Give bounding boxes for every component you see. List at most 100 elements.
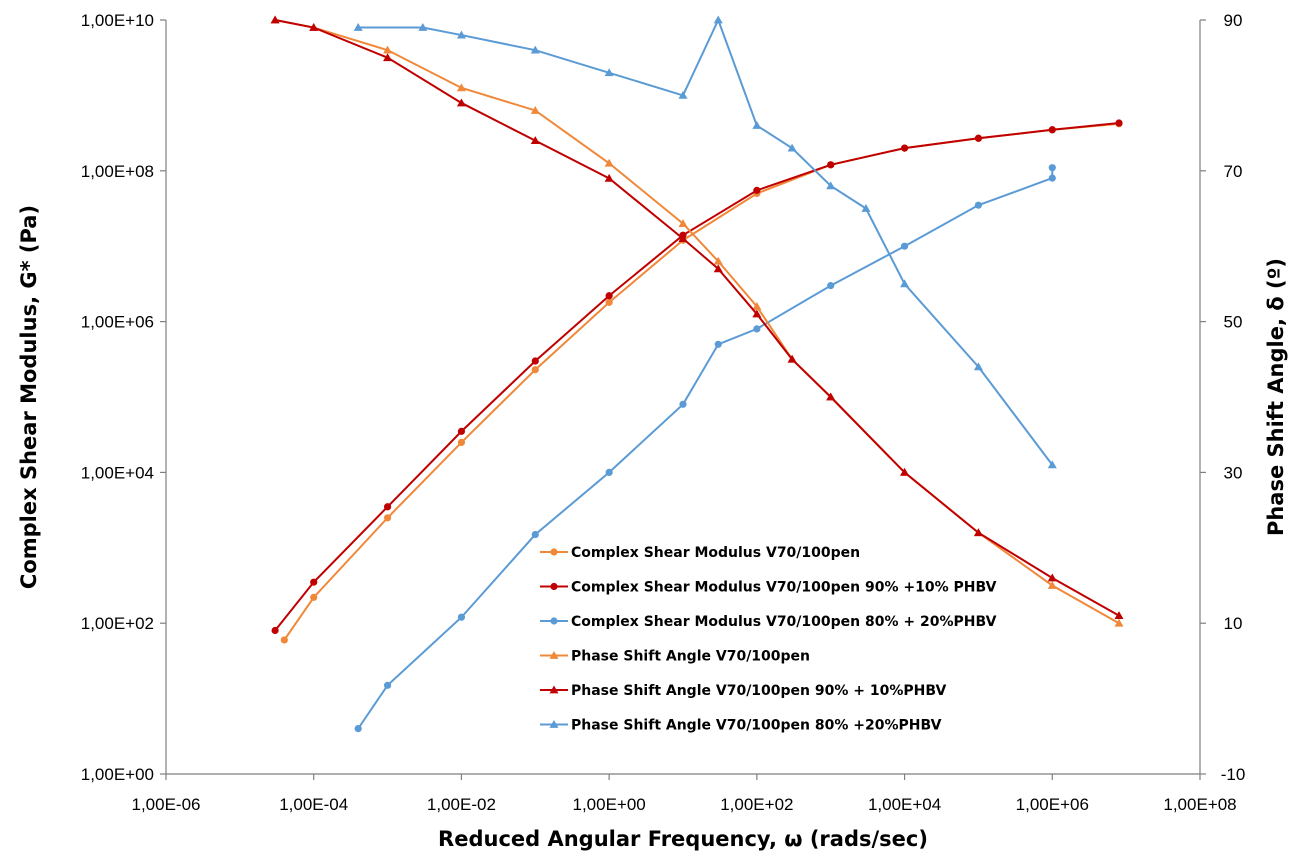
y2-tick-label: -10 — [1221, 765, 1246, 784]
data-point — [1114, 618, 1124, 627]
legend-swatch-marker — [550, 582, 558, 591]
legend-item: Phase Shift Angle V70/100pen — [540, 649, 810, 665]
data-point — [271, 626, 279, 635]
y-tick-label: 1,00E+06 — [81, 313, 154, 332]
data-point — [353, 23, 363, 31]
data-point — [787, 354, 797, 363]
y2-tick-label: 50 — [1224, 313, 1243, 332]
data-point — [456, 98, 466, 107]
legend-label: Phase Shift Angle V70/100pen 80% +20%PHB… — [571, 718, 942, 734]
data-point — [530, 105, 540, 114]
data-point — [1115, 119, 1123, 127]
series-line — [274, 19, 1120, 625]
data-point — [383, 503, 392, 511]
data-point — [713, 264, 723, 273]
data-point — [530, 136, 540, 145]
x-tick-label: 1,00E+06 — [1016, 795, 1089, 814]
y2-tick-label: 90 — [1224, 11, 1243, 30]
series-line — [274, 19, 1120, 617]
y-axis-title: Complex Shear Modulus, G* (Pa) — [17, 205, 41, 589]
axis-ticks: 1,00E-06 1,00E-04 1,00E-02 1,00E+00 1,00E+02… — [81, 11, 1246, 814]
legend-swatch-marker — [549, 685, 559, 694]
data-point — [826, 392, 836, 401]
data-point — [787, 143, 797, 152]
data-point — [973, 362, 983, 371]
legend-label: Complex Shear Modulus V70/100pen — [571, 545, 860, 561]
series-3 — [354, 164, 1056, 733]
y2-axis-title: Phase Shift Angle, δ (º) — [1264, 258, 1288, 536]
legend-item: Complex Shear Modulus V70/100pen 90% +10… — [540, 580, 997, 596]
series-line — [283, 122, 1120, 641]
data-point — [457, 427, 466, 435]
y-tick-label: 1,00E+10 — [81, 11, 154, 30]
data-point — [900, 144, 909, 152]
x-tick-label: 1,00E+08 — [1163, 795, 1236, 814]
data-point — [605, 468, 613, 476]
data-point — [383, 53, 393, 62]
data-point — [752, 302, 762, 310]
series-6 — [353, 15, 1057, 469]
data-point — [713, 15, 723, 24]
data-point — [679, 400, 687, 408]
x-tick-label: 1,00E-04 — [279, 795, 348, 814]
series-line — [358, 17, 1054, 466]
y2-tick-label: 10 — [1224, 614, 1243, 633]
series-4 — [270, 15, 1124, 627]
legend-item: Complex Shear Modulus V70/100pen 80% + 2… — [540, 614, 997, 630]
y2-tick-label: 30 — [1224, 463, 1243, 482]
data-point — [1048, 126, 1056, 134]
data-point — [383, 514, 392, 522]
x-axis-title: Reduced Angular Frequency, ω (rads/sec) — [438, 827, 928, 851]
data-point — [713, 256, 723, 265]
x-tick-label: 1,00E-06 — [132, 795, 201, 814]
data-point — [900, 242, 909, 250]
data-point — [1047, 581, 1057, 589]
legend-swatch-marker — [549, 651, 559, 659]
data-point — [280, 636, 288, 644]
plot-area — [165, 20, 1201, 775]
y2-tick-label: 70 — [1224, 162, 1243, 181]
data-point — [604, 158, 614, 167]
data-point — [457, 613, 466, 621]
data-point — [310, 593, 318, 601]
series-5 — [270, 15, 1124, 620]
data-point — [383, 45, 393, 54]
data-point — [456, 30, 466, 39]
legend: Complex Shear Modulus V70/100pen Complex … — [540, 545, 997, 734]
data-point — [1047, 573, 1057, 582]
data-point — [1114, 611, 1124, 620]
data-point — [678, 90, 688, 99]
legend-item: Phase Shift Angle V70/100pen 90% + 10%PH… — [540, 683, 946, 699]
data-point — [827, 161, 835, 169]
legend-swatch-marker — [550, 617, 558, 625]
data-point — [418, 23, 428, 31]
x-tick-label: 1,00E+02 — [720, 795, 793, 814]
data-point — [753, 186, 761, 194]
data-point — [900, 279, 910, 288]
data-point — [531, 357, 539, 365]
data-point — [678, 234, 688, 243]
legend-label: Complex Shear Modulus V70/100pen 90% +10… — [571, 580, 997, 596]
data-point — [974, 201, 983, 209]
x-tick-label: 1,00E+04 — [868, 795, 941, 814]
y-tick-label: 1,00E+00 — [81, 765, 154, 784]
legend-item: Complex Shear Modulus V70/100pen — [540, 545, 860, 561]
data-point — [530, 45, 540, 54]
y-tick-label: 1,00E+08 — [81, 162, 154, 181]
series-line — [357, 167, 1054, 730]
data-point — [1048, 174, 1056, 182]
data-point — [383, 681, 392, 689]
data-point — [752, 309, 762, 318]
data-point — [974, 134, 983, 142]
data-point — [309, 23, 319, 31]
data-point — [531, 530, 539, 539]
data-point — [604, 68, 614, 77]
y-tick-label: 1,00E+04 — [81, 463, 154, 482]
legend-item: Phase Shift Angle V70/100pen 80% +20%PHB… — [540, 718, 942, 734]
data-point — [714, 340, 722, 348]
series-layer — [270, 15, 1124, 733]
legend-label: Phase Shift Angle V70/100pen 90% + 10%PH… — [571, 683, 946, 699]
data-point — [605, 298, 613, 306]
data-point — [456, 83, 466, 92]
